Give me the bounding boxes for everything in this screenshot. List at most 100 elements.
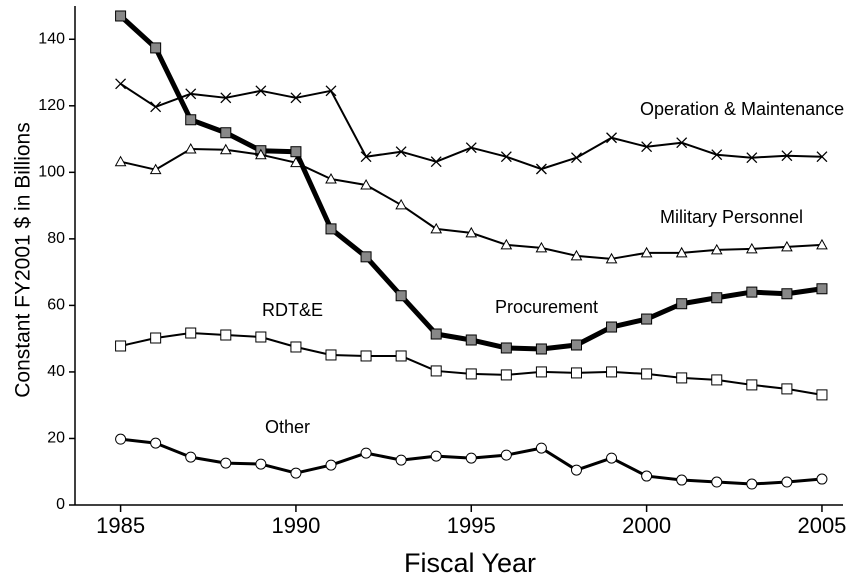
marker — [535, 163, 547, 175]
marker — [395, 454, 407, 466]
marker — [746, 379, 758, 391]
marker — [255, 458, 267, 470]
marker — [290, 92, 302, 104]
marker — [360, 151, 372, 163]
y-tick-label: 0 — [56, 496, 65, 513]
marker — [255, 148, 267, 160]
marker — [746, 286, 758, 298]
marker — [185, 327, 197, 339]
marker — [676, 372, 688, 384]
marker — [150, 437, 162, 449]
y-tick-label: 140 — [38, 30, 65, 47]
marker — [185, 114, 197, 126]
marker — [220, 329, 232, 341]
marker — [290, 146, 302, 158]
marker — [325, 349, 337, 361]
marker — [711, 149, 723, 161]
marker — [781, 383, 793, 395]
marker — [605, 252, 618, 264]
marker — [746, 478, 758, 490]
y-tick-label: 60 — [47, 297, 65, 314]
marker — [711, 374, 723, 386]
marker — [500, 151, 512, 163]
marker — [465, 452, 477, 464]
x-tick-label: 2000 — [622, 513, 671, 538]
series-label: RDT&E — [262, 300, 323, 320]
marker — [360, 251, 372, 263]
marker — [360, 178, 372, 190]
series-label: Other — [265, 417, 310, 437]
marker — [255, 85, 267, 97]
marker — [535, 366, 547, 378]
marker — [606, 321, 618, 333]
marker — [606, 452, 618, 464]
series-line — [120, 148, 823, 260]
marker — [219, 143, 232, 155]
marker — [781, 476, 793, 488]
marker — [185, 451, 197, 463]
series-label: Military Personnel — [660, 207, 803, 227]
marker — [816, 473, 828, 485]
marker — [606, 132, 618, 144]
marker — [781, 150, 793, 162]
marker — [711, 476, 723, 488]
marker — [816, 389, 828, 401]
marker — [184, 143, 197, 154]
x-tick-label: 1990 — [271, 513, 320, 538]
marker — [606, 366, 618, 378]
marker — [745, 242, 758, 254]
marker — [465, 226, 478, 238]
marker — [710, 243, 723, 255]
y-tick-label: 20 — [47, 430, 65, 447]
y-tick-label: 120 — [38, 97, 65, 114]
series-line — [120, 83, 822, 171]
marker — [115, 78, 127, 90]
marker — [500, 449, 512, 461]
marker — [816, 151, 828, 163]
series-label: Operation & Maintenance — [640, 99, 844, 119]
marker — [641, 368, 653, 380]
marker — [255, 331, 267, 343]
marker — [150, 42, 162, 54]
marker — [781, 240, 793, 252]
marker — [220, 92, 232, 104]
marker — [114, 155, 127, 167]
y-tick-label: 40 — [47, 363, 65, 380]
y-tick-label: 100 — [38, 164, 65, 181]
marker — [115, 10, 127, 22]
marker — [570, 339, 582, 351]
marker — [465, 368, 477, 380]
marker — [500, 342, 512, 354]
marker — [711, 292, 723, 304]
marker — [535, 241, 548, 253]
x-axis-title: Fiscal Year — [404, 548, 536, 578]
marker — [676, 298, 688, 310]
x-tick-label: 1995 — [447, 513, 496, 538]
marker — [430, 365, 442, 377]
marker — [816, 283, 828, 295]
x-tick-label: 2005 — [797, 513, 846, 538]
marker — [395, 350, 407, 362]
marker — [570, 249, 583, 261]
marker — [465, 142, 477, 154]
marker — [115, 340, 127, 352]
marker — [535, 343, 547, 355]
marker — [430, 222, 443, 234]
y-tick-label: 80 — [47, 230, 65, 247]
marker — [430, 328, 442, 340]
marker — [570, 367, 582, 379]
marker — [781, 288, 793, 300]
marker — [290, 467, 302, 479]
marker — [115, 433, 127, 445]
marker — [360, 350, 372, 362]
marker — [641, 313, 653, 325]
marker — [325, 85, 337, 97]
marker — [816, 238, 828, 250]
marker — [325, 172, 337, 184]
marker — [290, 156, 302, 168]
marker — [395, 146, 407, 158]
marker — [500, 369, 512, 381]
marker — [676, 474, 688, 486]
